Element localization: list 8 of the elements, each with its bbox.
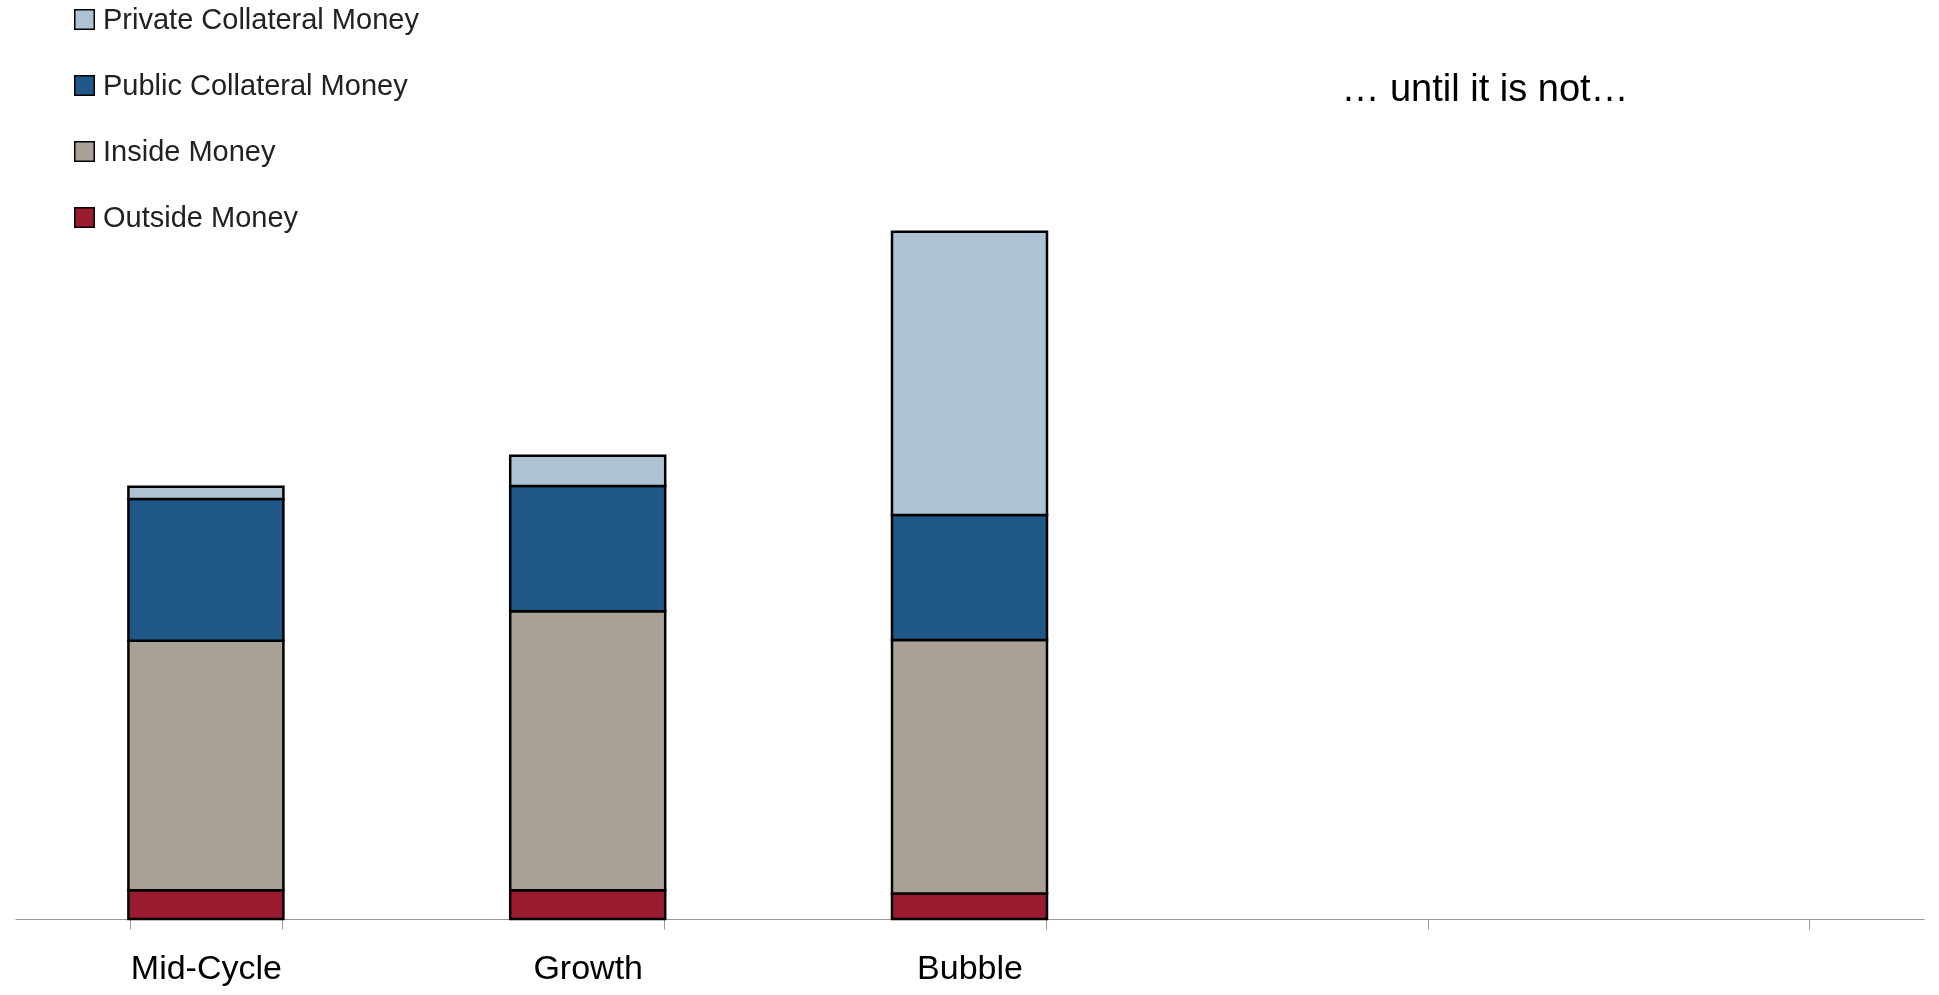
text: … until it is not… <box>1341 67 1629 109</box>
legend-label: Inside Money <box>103 134 276 167</box>
x-tick-label: Mid-Cycle <box>130 947 282 986</box>
legend-label: Outside Money <box>103 200 299 233</box>
x-tick-label: Growth <box>533 947 643 986</box>
legend-label: Private Collateral Money <box>103 2 420 35</box>
x-tick-label: Bubble <box>917 947 1023 986</box>
legend-label: Public Collateral Money <box>103 68 409 101</box>
